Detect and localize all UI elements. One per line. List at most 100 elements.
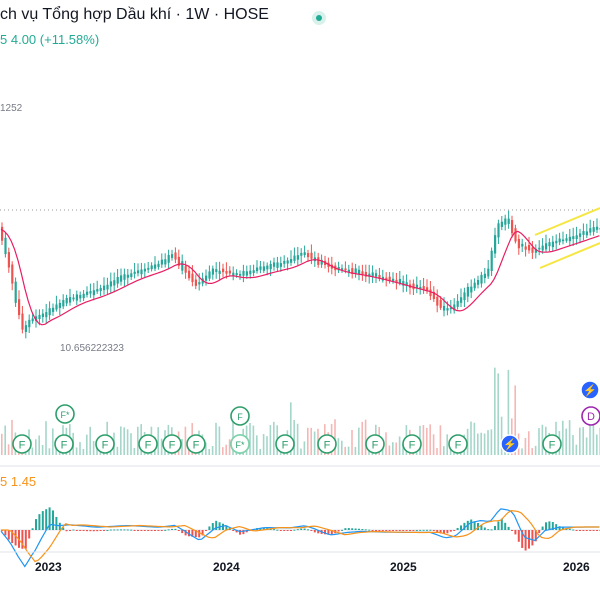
macd-histogram-bar bbox=[24, 530, 27, 549]
candle-body bbox=[443, 305, 446, 311]
macd-histogram-bar bbox=[494, 525, 496, 530]
split-event-icon[interactable] bbox=[500, 434, 520, 454]
macd-histogram-bar bbox=[133, 530, 136, 531]
candle-body bbox=[354, 268, 357, 274]
macd-histogram-bar bbox=[402, 530, 405, 531]
volume-bar bbox=[38, 435, 40, 455]
macd-histogram-bar bbox=[385, 530, 388, 531]
financial-event-icon[interactable] bbox=[230, 434, 250, 454]
financial-event-icon[interactable] bbox=[275, 434, 295, 454]
financial-event-icon[interactable] bbox=[186, 434, 206, 454]
financial-event-icon[interactable] bbox=[402, 434, 422, 454]
volume-bar bbox=[507, 369, 510, 455]
financial-event-icon[interactable] bbox=[95, 434, 115, 454]
financial-event-icon[interactable] bbox=[230, 406, 250, 426]
candle-body bbox=[483, 273, 486, 279]
financial-event-icon[interactable] bbox=[162, 434, 182, 454]
macd-histogram-bar bbox=[279, 530, 282, 531]
financial-event-label: F bbox=[169, 440, 176, 452]
macd-histogram-bar bbox=[310, 530, 313, 531]
financial-event-icon[interactable] bbox=[317, 434, 337, 454]
macd-histogram-bar bbox=[562, 527, 564, 530]
candle-body bbox=[79, 294, 82, 299]
candle-body bbox=[548, 242, 551, 247]
macd-histogram-bar bbox=[504, 522, 507, 530]
macd-histogram-bar bbox=[262, 527, 265, 530]
candle-body bbox=[480, 274, 483, 284]
volume-bar bbox=[120, 426, 122, 455]
volume-bar bbox=[52, 428, 54, 455]
macd-histogram-bar bbox=[436, 530, 439, 533]
macd-histogram-bar bbox=[354, 528, 357, 530]
financial-event-icon[interactable] bbox=[12, 434, 32, 454]
macd-histogram-bar bbox=[551, 522, 554, 530]
volume-bar bbox=[313, 431, 316, 455]
macd-histogram-bar bbox=[201, 530, 204, 536]
macd-histogram-bar bbox=[150, 530, 153, 531]
rising-channel[interactable] bbox=[534, 207, 600, 269]
financial-event-icon[interactable] bbox=[54, 434, 74, 454]
candle-body bbox=[463, 292, 466, 301]
macd-histogram-bar bbox=[75, 530, 78, 531]
financial-event-icon[interactable] bbox=[365, 434, 385, 454]
macd-histogram-bar bbox=[575, 530, 578, 531]
candle-body bbox=[14, 281, 17, 303]
candle-body bbox=[490, 250, 493, 271]
volume-bar bbox=[256, 435, 258, 455]
candle-body bbox=[521, 243, 524, 247]
macd-histogram-bar bbox=[4, 530, 7, 536]
financial-event-icon[interactable] bbox=[448, 434, 468, 454]
volume-bar bbox=[521, 448, 523, 455]
macd-histogram-bar bbox=[177, 530, 180, 531]
candle-body bbox=[378, 275, 381, 279]
volume-bar bbox=[422, 425, 425, 455]
candle-body bbox=[69, 297, 72, 303]
candle-body bbox=[140, 269, 143, 275]
macd-histogram-bar bbox=[443, 530, 445, 534]
macd-histogram-bar bbox=[41, 511, 44, 530]
macd-histogram-bar bbox=[307, 529, 309, 531]
macd-histogram-bar bbox=[463, 522, 466, 530]
candle-body bbox=[456, 300, 459, 307]
macd-histogram-bar bbox=[324, 530, 326, 535]
volume-bar bbox=[262, 434, 265, 455]
candle-body bbox=[470, 286, 473, 293]
candle-body bbox=[194, 279, 197, 286]
macd-histogram-bar bbox=[368, 529, 371, 531]
macd-histogram-bar bbox=[347, 528, 350, 530]
candle-body bbox=[21, 313, 24, 330]
price-change: 5 4.00 (+11.58%) bbox=[0, 32, 99, 47]
macd-histogram-bar bbox=[490, 529, 493, 531]
signal-line bbox=[1, 509, 600, 563]
volume-bar bbox=[157, 427, 159, 455]
split-event-glyph: ⚡ bbox=[503, 438, 517, 451]
candle-body bbox=[398, 278, 401, 284]
price-label-top: 1252 bbox=[0, 103, 23, 114]
financial-event-icon[interactable] bbox=[55, 404, 75, 424]
dividend-event-icon[interactable] bbox=[581, 406, 600, 426]
macd-histogram-bar bbox=[409, 530, 411, 531]
candle-body bbox=[48, 308, 51, 316]
candlestick-series bbox=[1, 210, 600, 339]
financial-event-icon[interactable] bbox=[542, 434, 562, 454]
volume-bar bbox=[538, 428, 540, 455]
volume-bar bbox=[388, 445, 391, 455]
candle-body bbox=[143, 268, 146, 272]
macd-histogram-bar bbox=[514, 530, 517, 535]
volume-bar bbox=[35, 439, 37, 455]
macd-histogram-bar bbox=[31, 528, 34, 530]
candle-body bbox=[1, 226, 4, 241]
macd-histogram-bar bbox=[446, 530, 449, 534]
macd-histogram-bar bbox=[480, 524, 483, 530]
candle-body bbox=[388, 276, 391, 282]
financial-event-icon[interactable] bbox=[138, 434, 158, 454]
volume-bar bbox=[184, 426, 187, 455]
candle-body bbox=[41, 313, 44, 318]
volume-bar bbox=[494, 367, 496, 455]
split-event-icon[interactable] bbox=[580, 380, 600, 400]
candle-body bbox=[62, 300, 65, 307]
macd-histogram-bar bbox=[154, 530, 156, 531]
candle-body bbox=[147, 267, 150, 270]
volume-bar bbox=[7, 444, 10, 455]
